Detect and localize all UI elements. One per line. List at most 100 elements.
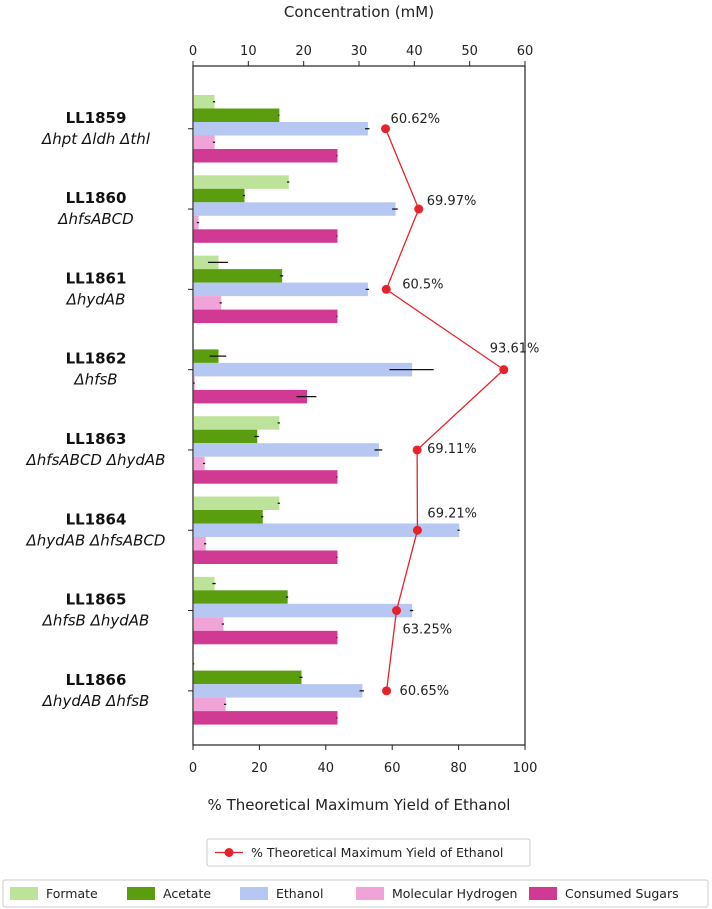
bar-acetate (193, 188, 245, 203)
bar-acetate (193, 108, 280, 122)
yield-point (382, 686, 392, 696)
strain-label: LL1865 (66, 591, 127, 609)
yield-point (414, 204, 424, 214)
top-tick-label: 40 (406, 44, 423, 59)
yield-label: 60.65% (400, 684, 450, 699)
yield-legend-box (206, 838, 531, 867)
top-tick-label: 10 (240, 44, 257, 59)
bar-acetate (193, 510, 263, 524)
strain-label: LL1864 (66, 510, 127, 528)
legend-label: Molecular Hydrogen (392, 886, 517, 901)
bar-formate (193, 95, 215, 109)
bottom-tick-label: 80 (450, 761, 467, 776)
yield-legend-marker (224, 848, 234, 857)
genotype-label: ΔhfsABCD (57, 210, 133, 228)
genotype-label: ΔhfsB ΔhydAB (42, 612, 150, 630)
bar-formate (193, 175, 289, 189)
yield-point (412, 525, 422, 535)
genotype-label: ΔhfsABCD ΔhydAB (26, 451, 166, 469)
legend-swatch-molecular-hydrogen (356, 887, 384, 900)
legend-label: Acetate (163, 886, 211, 901)
genotype-label: Δhpt Δldh Δthl (41, 130, 151, 148)
strain-label: LL1862 (66, 350, 127, 368)
yield-point (499, 365, 509, 375)
yield-point (381, 124, 391, 134)
bar-consumed-sugars (193, 711, 338, 725)
strain-label: LL1866 (66, 671, 127, 689)
yield-line (384, 128, 505, 691)
bar-acetate (193, 269, 283, 283)
bottom-tick-label: 20 (251, 761, 268, 776)
bottom-tick-label: 100 (513, 761, 538, 776)
bar-molecular-hydrogen (193, 617, 224, 631)
yield-label: 63.25% (403, 623, 453, 638)
bar-ethanol (193, 282, 368, 297)
yield-point (381, 284, 391, 294)
bar-ethanol (193, 603, 413, 618)
strain-label: LL1859 (66, 109, 127, 127)
bar-formate (193, 576, 215, 591)
bar-consumed-sugars (193, 149, 338, 163)
bar-consumed-sugars (193, 389, 308, 404)
yield-label: 69.21% (427, 506, 477, 521)
top-tick-label: 50 (461, 44, 478, 59)
bar-consumed-sugars (193, 550, 338, 564)
bottom-tick-label: 0 (189, 761, 197, 776)
top-tick-label: 20 (295, 44, 312, 59)
strain-label: LL1861 (66, 269, 127, 287)
legend-swatch-acetate (127, 887, 155, 900)
bar-formate (193, 255, 219, 270)
legend-swatch-formate (10, 887, 38, 900)
yield-label: 93.61% (490, 342, 540, 357)
yield-label: 69.97% (427, 194, 477, 209)
bottom-axis-title: % Theoretical Maximum Yield of Ethanol (208, 796, 511, 814)
bottom-tick-label: 40 (318, 761, 335, 776)
strain-label: LL1860 (66, 189, 127, 207)
legend-label: Ethanol (276, 886, 323, 901)
yield-point (392, 606, 402, 616)
top-tick-label: 30 (351, 44, 368, 59)
top-axis-title: Concentration (mM) (284, 3, 434, 21)
legend-label: Consumed Sugars (565, 886, 679, 901)
legend-swatch-consumed-sugars (529, 887, 557, 900)
bar-molecular-hydrogen (193, 537, 206, 551)
bar-molecular-hydrogen (193, 135, 215, 149)
legend-label: Formate (46, 886, 98, 901)
genotype-label: ΔhydAB ΔhfsB (42, 692, 150, 710)
bar-ethanol (193, 122, 368, 136)
bar-consumed-sugars (193, 630, 338, 645)
genotype-label: ΔhydAB ΔhfsABCD (26, 531, 166, 549)
bar-formate (193, 416, 280, 430)
bar-consumed-sugars (193, 309, 338, 324)
bar-molecular-hydrogen (193, 697, 226, 712)
yield-point (412, 445, 422, 455)
bar-acetate (193, 590, 288, 604)
strain-label: LL1863 (66, 430, 127, 448)
yield-label: 60.5% (402, 277, 443, 292)
bar-ethanol (193, 443, 379, 457)
bottom-tick-label: 60 (384, 761, 401, 776)
bar-ethanol (193, 362, 413, 377)
bar-molecular-hydrogen (193, 296, 222, 310)
bar-consumed-sugars (193, 229, 338, 243)
bar-acetate (193, 349, 219, 363)
bar-consumed-sugars (193, 470, 338, 484)
bar-ethanol (193, 202, 396, 216)
bar-molecular-hydrogen (193, 456, 205, 471)
yield-label: 69.11% (427, 442, 477, 457)
bar-ethanol (193, 684, 363, 698)
series-legend-box (2, 879, 709, 908)
legend-swatch-ethanol (240, 887, 268, 900)
top-tick-label: 0 (189, 44, 197, 59)
yield-legend-label: % Theoretical Maximum Yield of Ethanol (251, 845, 503, 860)
yield-label: 60.62% (391, 112, 441, 127)
bar-acetate (193, 670, 302, 685)
genotype-label: ΔhfsB (73, 371, 117, 389)
bar-molecular-hydrogen (193, 215, 199, 230)
bar-ethanol (193, 523, 460, 537)
genotype-label: ΔhydAB (66, 290, 126, 308)
bar-acetate (193, 429, 258, 444)
bar-formate (193, 496, 280, 510)
top-tick-label: 60 (517, 44, 534, 59)
